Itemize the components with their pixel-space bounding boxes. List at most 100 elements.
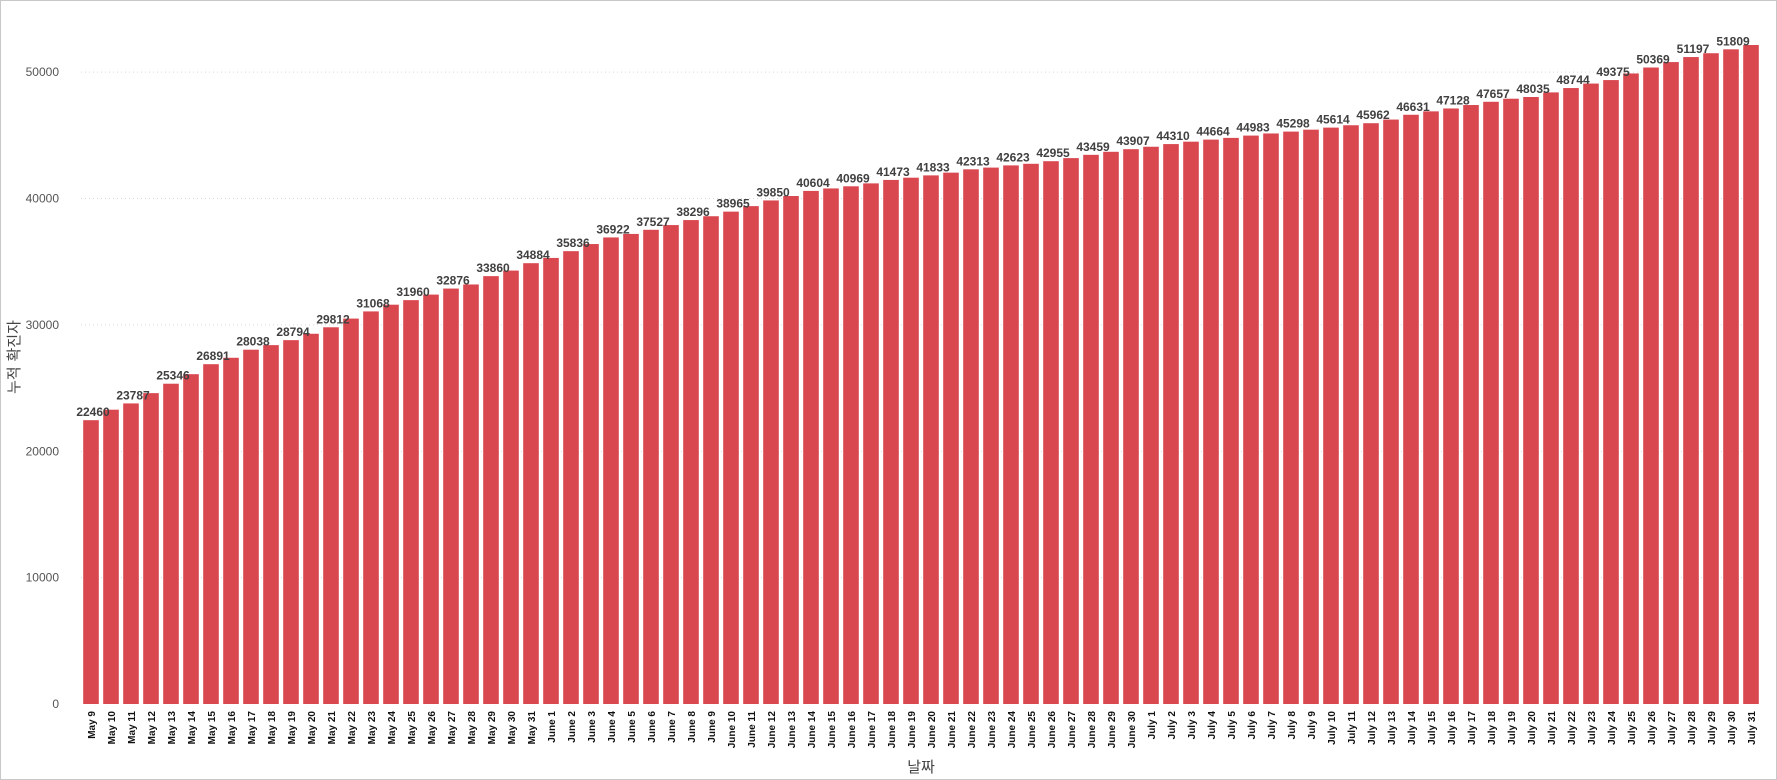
bar: [743, 206, 759, 705]
bar: [803, 190, 819, 704]
bar: [1683, 57, 1699, 704]
x-tick-label: May 9: [87, 711, 98, 739]
x-tick-label: July 31: [1747, 711, 1758, 745]
x-tick-label: July 6: [1247, 711, 1258, 740]
bar: [103, 409, 119, 704]
x-tick-label: May 10: [107, 711, 118, 745]
data-label: 47657: [1476, 87, 1510, 101]
bar: [723, 211, 739, 704]
bar: [403, 300, 419, 704]
x-tick-label: June 17: [867, 711, 878, 749]
bar: [1503, 98, 1519, 704]
x-tick-label: May 22: [347, 711, 358, 745]
y-tick-label: 10000: [26, 571, 60, 585]
bar: [1083, 154, 1099, 704]
x-tick-label: July 16: [1447, 711, 1458, 745]
x-tick-label: July 21: [1547, 711, 1558, 745]
bar: [1203, 139, 1219, 705]
bar: [383, 304, 399, 704]
bar: [1403, 114, 1419, 705]
data-label: 31960: [396, 285, 430, 299]
bar: [83, 420, 99, 704]
x-tick-label: July 18: [1487, 711, 1498, 745]
x-tick-label: July 28: [1687, 711, 1698, 745]
x-tick-label: July 7: [1267, 711, 1278, 740]
bar: [983, 167, 999, 704]
data-label: 29812: [316, 312, 350, 326]
bar: [643, 229, 659, 705]
data-label: 23787: [116, 388, 150, 402]
x-tick-label: June 14: [807, 711, 818, 749]
x-tick-label: July 29: [1707, 711, 1718, 745]
data-label: 46631: [1396, 100, 1430, 114]
bar: [123, 403, 139, 704]
bar: [1183, 141, 1199, 704]
bars: [83, 45, 1759, 705]
bar: [943, 172, 959, 704]
x-tick-label: June 6: [647, 711, 658, 743]
bar: [863, 183, 879, 704]
bar: [303, 333, 319, 704]
x-tick-label: May 17: [247, 711, 258, 745]
x-axis-ticks: May 9 May 10 May 11 May 12 May 13 May 14 May 1…: [87, 711, 1758, 749]
bar: [1483, 101, 1499, 704]
x-tick-label: June 20: [927, 711, 938, 749]
x-tick-label: June 8: [687, 711, 698, 743]
data-label: 45614: [1316, 113, 1350, 127]
bar: [843, 186, 859, 705]
bar: [443, 288, 459, 704]
x-tick-label: June 9: [707, 711, 718, 743]
x-tick-label: May 24: [387, 711, 398, 745]
x-tick-label: May 12: [147, 711, 158, 745]
bar: [483, 276, 499, 704]
bar: [163, 383, 179, 704]
data-label: 25346: [156, 369, 190, 383]
bar: [203, 364, 219, 704]
x-tick-label: June 11: [747, 711, 758, 748]
x-tick-label: May 27: [447, 711, 458, 745]
data-label: 41833: [916, 160, 950, 174]
bar: [1283, 131, 1299, 704]
x-tick-label: June 28: [1087, 711, 1098, 749]
x-tick-label: May 28: [467, 711, 478, 745]
bar: [1463, 105, 1479, 704]
bar: [1223, 137, 1239, 704]
data-label: 38296: [676, 205, 710, 219]
bar: [1043, 161, 1059, 704]
bar: [1623, 73, 1639, 705]
data-label: 42623: [996, 150, 1030, 164]
data-label: 51809: [1716, 34, 1750, 48]
x-tick-label: July 12: [1367, 711, 1378, 745]
bar: [1303, 129, 1319, 705]
x-tick-label: June 18: [887, 711, 898, 749]
x-axis-title: 날짜: [907, 758, 935, 776]
bar: [503, 270, 519, 704]
data-label: 26891: [196, 349, 230, 363]
x-tick-label: July 10: [1327, 711, 1338, 745]
data-label: 35836: [556, 236, 590, 250]
x-tick-label: July 13: [1387, 711, 1398, 745]
x-tick-label: May 15: [207, 711, 218, 745]
bar: [1583, 83, 1599, 704]
bar: [923, 175, 939, 704]
bar: [1163, 144, 1179, 704]
bar: [623, 233, 639, 704]
x-tick-label: May 18: [267, 711, 278, 745]
x-tick-label: May 23: [367, 711, 378, 745]
x-tick-label: June 24: [1007, 711, 1018, 749]
data-label: 48744: [1556, 73, 1590, 87]
y-tick-label: 20000: [26, 444, 60, 458]
bar: [1603, 80, 1619, 705]
bar: [1743, 45, 1759, 705]
bar: [423, 294, 439, 704]
x-tick-label: July 11: [1347, 711, 1358, 745]
bar: [583, 244, 599, 704]
x-tick-label: May 16: [227, 711, 238, 745]
bar: [1063, 158, 1079, 705]
bar: [1723, 49, 1739, 705]
bar: [1103, 151, 1119, 705]
data-label: 49375: [1596, 65, 1630, 79]
data-label: 51197: [1677, 42, 1710, 56]
x-tick-label: June 15: [827, 711, 838, 749]
x-tick-label: July 4: [1207, 711, 1218, 740]
